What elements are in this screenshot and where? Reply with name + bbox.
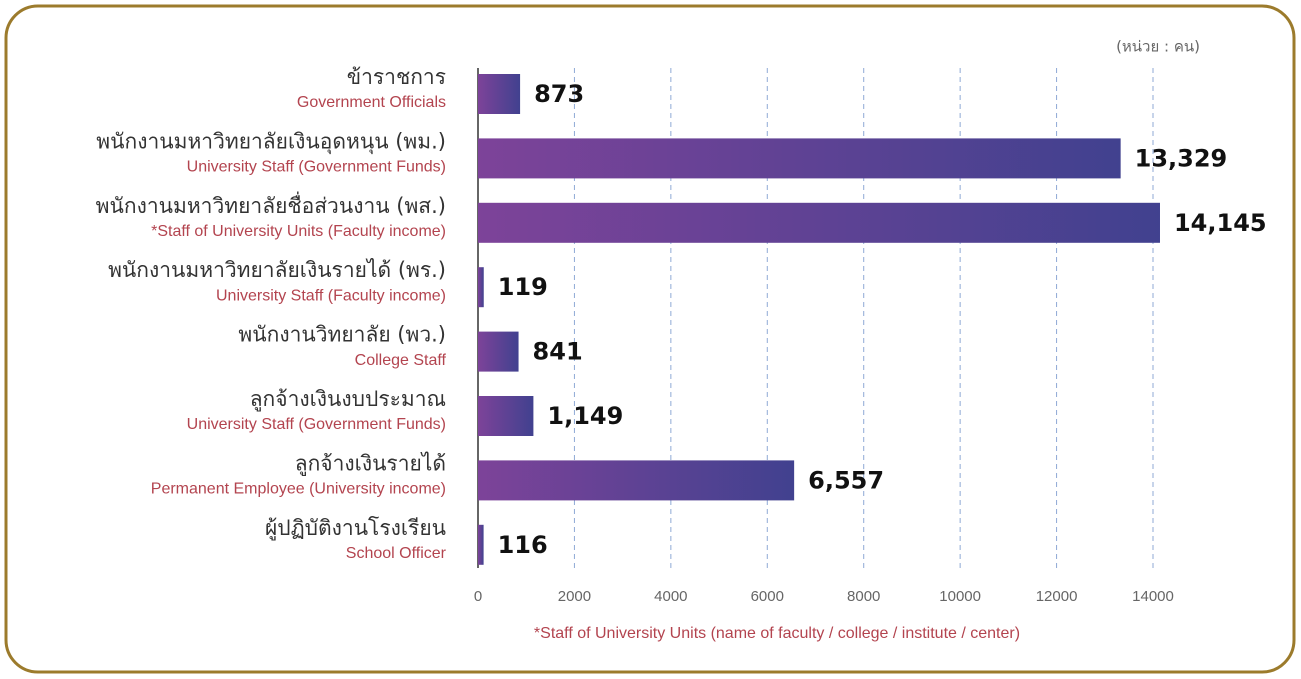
category-label: พนักงานมหาวิทยาลัยเงินอุดหนุน (พม.)	[96, 129, 446, 154]
x-tick-label: 12000	[1036, 588, 1078, 605]
x-tick-label: 2000	[558, 588, 591, 605]
bar	[478, 202, 1160, 243]
bar	[478, 331, 519, 372]
category-label-en: Government Officials	[297, 94, 446, 111]
category-label-en: School Officer	[346, 545, 447, 562]
category-label-en: University Staff (Government Funds)	[187, 159, 446, 176]
value-label: 116	[498, 531, 548, 559]
x-tick-label: 0	[474, 588, 482, 605]
bar	[478, 524, 484, 565]
frame	[4, 4, 1296, 674]
category-label: ผู้ปฏิบัติงานโรงเรียน	[265, 516, 446, 541]
bar	[478, 267, 484, 308]
category-label: พนักงานมหาวิทยาลัยเงินรายได้ (พร.)	[108, 258, 446, 282]
value-label: 1,149	[547, 402, 623, 430]
value-label: 14,145	[1174, 209, 1267, 237]
category-label: ลูกจ้างเงินรายได้	[295, 451, 446, 476]
value-label: 841	[533, 338, 583, 366]
value-label: 13,329	[1135, 144, 1228, 172]
unit-note: (หน่วย : คน)	[1116, 38, 1200, 56]
x-tick-label: 6000	[751, 588, 784, 605]
category-label: ลูกจ้างเงินงบประมาณ	[250, 387, 446, 412]
value-label: 6,557	[808, 466, 884, 494]
bar	[478, 396, 534, 436]
bar	[478, 460, 795, 501]
category-label-en: University Staff (Government Funds)	[187, 416, 446, 433]
x-tick-label: 10000	[939, 588, 981, 605]
value-label: 873	[534, 80, 584, 108]
bar	[478, 138, 1121, 179]
category-label-en: University Staff (Faculty income)	[216, 287, 446, 304]
category-label: พนักงานมหาวิทยาลัยชื่อส่วนงาน (พส.)	[96, 191, 446, 218]
x-tick-label: 14000	[1132, 588, 1174, 605]
footnote: *Staff of University Units (name of facu…	[534, 625, 1020, 642]
category-label-en: Permanent Employee (University income)	[151, 481, 446, 498]
category-label: พนักงานวิทยาลัย (พว.)	[238, 323, 446, 347]
category-label-en: *Staff of University Units (Faculty inco…	[151, 223, 446, 240]
category-label: ข้าราชการ	[347, 65, 446, 89]
bar	[478, 74, 521, 114]
category-label-en: College Staff	[355, 352, 447, 369]
x-tick-label: 4000	[654, 588, 687, 605]
value-label: 119	[498, 273, 548, 301]
x-tick-label: 8000	[847, 588, 880, 605]
